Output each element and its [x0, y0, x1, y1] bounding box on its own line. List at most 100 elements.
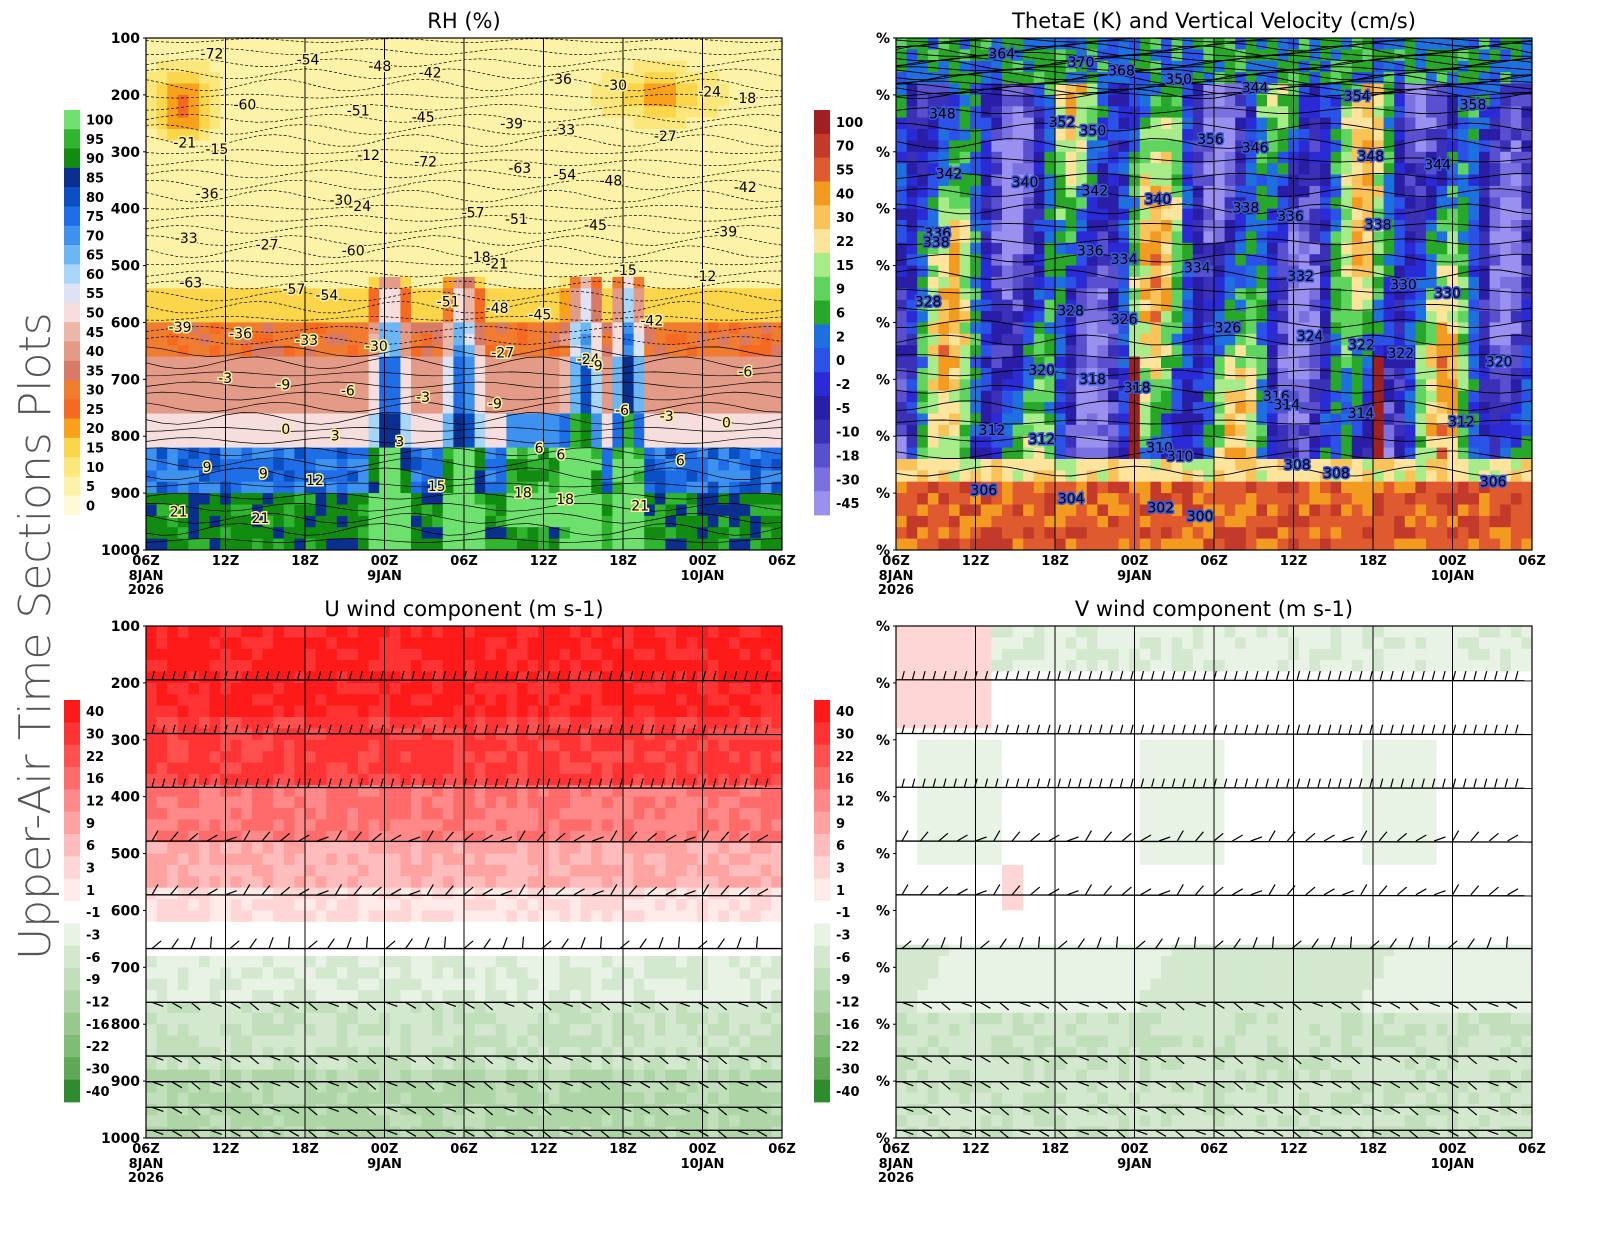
field-cell — [980, 185, 992, 198]
field-cell — [1055, 197, 1067, 210]
field-cell — [411, 151, 423, 164]
field-cell — [612, 60, 624, 73]
field-cell — [1076, 197, 1088, 210]
field-cell — [485, 493, 497, 506]
field-cell — [665, 197, 677, 210]
field-cell — [209, 72, 221, 85]
field-cell — [230, 538, 242, 550]
field-cell — [750, 220, 762, 232]
field-cell — [1033, 299, 1045, 312]
field-cell — [1298, 72, 1310, 85]
field-cell — [1362, 254, 1374, 267]
field-cell — [1521, 140, 1532, 153]
field-cell — [358, 413, 370, 426]
field-cell — [591, 299, 603, 312]
field-cell — [1267, 390, 1279, 403]
contour-line — [146, 260, 782, 266]
field-cell — [548, 208, 560, 221]
field-cell — [336, 151, 348, 164]
field-cell — [1298, 163, 1310, 176]
field-cell — [347, 276, 359, 289]
field-cell — [156, 402, 168, 415]
field-cell — [252, 333, 264, 346]
field-cell — [771, 265, 782, 278]
field-cell — [146, 379, 158, 392]
field-cell — [1171, 49, 1183, 62]
field-cell — [315, 538, 327, 550]
field-cell — [548, 436, 560, 449]
field-cell — [167, 538, 179, 550]
field-cell — [1192, 231, 1204, 244]
field-cell — [927, 60, 939, 73]
contour-label: -3 — [660, 409, 674, 425]
field-cell — [252, 174, 264, 187]
field-cell — [347, 527, 359, 540]
field-cell — [1457, 402, 1469, 415]
field-cell — [252, 459, 264, 471]
field-cell — [729, 459, 741, 471]
field-cell — [432, 220, 444, 232]
field-cell — [949, 402, 961, 415]
field-cell — [1521, 402, 1532, 415]
field-cell — [358, 174, 370, 187]
contour-label: -42 — [734, 180, 757, 196]
field-cell — [739, 185, 751, 198]
field-cell — [580, 265, 592, 278]
field-cell — [273, 60, 285, 73]
field-cell — [1404, 288, 1416, 301]
field-cell — [199, 413, 211, 426]
field-cell — [1182, 242, 1194, 255]
field-cell — [1267, 106, 1279, 119]
field-cell — [718, 106, 730, 119]
field-cell — [167, 163, 179, 176]
field-cell — [1500, 413, 1512, 426]
field-cell — [591, 447, 603, 460]
field-cell — [1489, 333, 1501, 346]
field-cell — [485, 276, 497, 289]
field-cell — [1076, 379, 1088, 392]
field-cell — [1192, 368, 1204, 380]
field-cell — [1320, 390, 1332, 403]
field-cell — [432, 311, 444, 324]
field-cell — [896, 38, 908, 50]
field-cell — [676, 60, 688, 73]
field-cell — [1521, 368, 1532, 380]
field-cell — [707, 356, 719, 369]
field-cell — [580, 38, 592, 50]
field-cell — [177, 117, 189, 130]
field-cell — [707, 140, 719, 153]
field-cell — [633, 481, 645, 494]
field-cell — [580, 254, 592, 267]
field-cell — [167, 38, 179, 50]
field-cell — [1139, 94, 1151, 107]
field-cell — [1383, 129, 1395, 141]
field-cell — [1426, 140, 1438, 153]
field-cell — [1426, 242, 1438, 255]
field-cell — [623, 38, 635, 50]
field-cell — [1256, 413, 1268, 426]
field-cell — [623, 459, 635, 471]
field-cell — [1256, 231, 1268, 244]
field-cell — [570, 413, 582, 426]
field-cell — [570, 163, 582, 176]
field-cell — [1479, 254, 1491, 267]
field-cell — [1139, 72, 1151, 85]
field-cell — [432, 83, 444, 96]
field-cell — [1468, 379, 1480, 392]
field-cell — [1510, 242, 1522, 255]
field-cell — [1076, 83, 1088, 96]
field-cell — [1436, 265, 1448, 278]
field-cell — [570, 220, 582, 232]
field-cell — [1351, 174, 1363, 187]
field-cell — [1521, 413, 1532, 426]
field-cell — [1341, 299, 1353, 312]
field-cell — [1383, 197, 1395, 210]
field-cell — [1415, 197, 1427, 210]
field-cell — [1277, 345, 1289, 358]
field-cell — [570, 72, 582, 85]
field-cell — [1118, 254, 1130, 267]
field-cell — [400, 94, 412, 107]
field-cell — [146, 436, 158, 449]
field-cell — [760, 459, 772, 471]
field-cell — [633, 94, 645, 107]
